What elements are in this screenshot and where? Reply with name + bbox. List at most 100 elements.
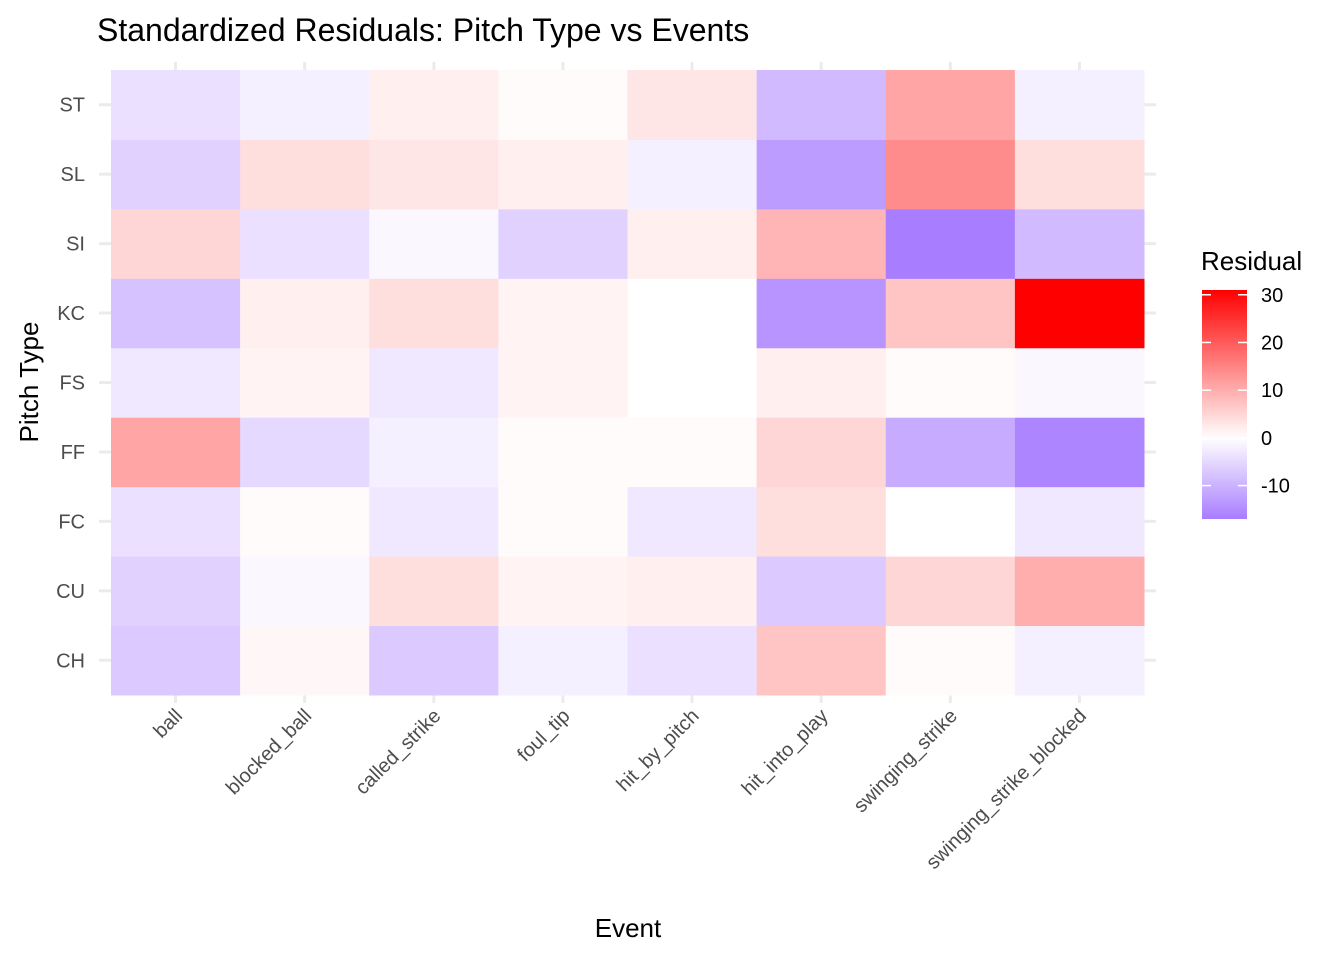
y-tick-label: CU — [56, 581, 85, 603]
heatmap-tile-FC-hit_into_play — [756, 486, 887, 557]
heatmap-tile-CU-hit_by_pitch — [627, 556, 758, 627]
heatmap-tile-CH-foul_tip — [498, 625, 628, 696]
heatmap-tiles — [111, 70, 1145, 696]
x-tick-label: called_strike — [351, 705, 445, 799]
heatmap-tile-FF-blocked_ball — [240, 417, 370, 488]
heatmap-tile-SL-hit_by_pitch — [627, 139, 758, 210]
heatmap-tile-FS-swinging_strike — [885, 347, 1016, 418]
y-tick-label: SL — [61, 164, 85, 186]
heatmap-tile-CU-swinging_strike — [885, 556, 1016, 627]
heatmap-tile-FS-hit_into_play — [756, 347, 887, 418]
heatmap-tile-FS-foul_tip — [498, 347, 628, 418]
heatmap-tile-FC-foul_tip — [498, 486, 628, 557]
heatmap-tile-SI-hit_by_pitch — [627, 208, 758, 279]
heatmap-tile-ST-ball — [111, 70, 241, 140]
legend-tick-label: -10 — [1261, 476, 1290, 498]
heatmap-tile-FF-called_strike — [369, 417, 499, 488]
y-tick-label: FS — [59, 373, 85, 395]
heatmap-tile-SL-blocked_ball — [240, 139, 370, 210]
heatmap-tile-CH-swinging_strike_blocked — [1014, 625, 1145, 696]
heatmap-tile-FF-foul_tip — [498, 417, 628, 488]
x-axis-title: Event — [595, 913, 662, 943]
y-tick-label: FF — [61, 442, 85, 464]
heatmap-tile-KC-foul_tip — [498, 278, 628, 349]
heatmap-tile-CU-blocked_ball — [240, 556, 370, 627]
heatmap-tile-FC-swinging_strike — [885, 486, 1016, 557]
heatmap-tile-FC-ball — [111, 486, 241, 557]
heatmap-tile-FS-called_strike — [369, 347, 499, 418]
legend-colorbar — [1202, 290, 1247, 519]
x-tick-label: ball — [150, 705, 188, 743]
heatmap-tile-FF-hit_into_play — [756, 417, 887, 488]
heatmap-tile-KC-swinging_strike_blocked — [1014, 278, 1145, 349]
heatmap-tile-SL-hit_into_play — [756, 139, 887, 210]
heatmap-tile-ST-hit_by_pitch — [627, 70, 758, 140]
heatmap-tile-FS-blocked_ball — [240, 347, 370, 418]
heatmap-tile-CH-ball — [111, 625, 241, 696]
heatmap-tile-KC-hit_by_pitch — [627, 278, 758, 349]
heatmap-tile-CH-blocked_ball — [240, 625, 370, 696]
x-axis-ticks: ball blocked_ball called_strike foul_tip hit… — [150, 705, 1091, 874]
heatmap-tile-CU-foul_tip — [498, 556, 628, 627]
heatmap-tile-SL-ball — [111, 139, 241, 210]
legend-tick-label: 10 — [1261, 380, 1283, 402]
heatmap-tile-SI-ball — [111, 208, 241, 279]
legend-title: Residual — [1201, 246, 1302, 276]
heatmap-tile-ST-foul_tip — [498, 70, 628, 140]
y-axis-ticks: CH CU FC FF FS KC SI SL ST — [56, 95, 85, 673]
heatmap-tile-FC-called_strike — [369, 486, 499, 557]
legend: Residual 30 20 10 0 -10 — [1201, 246, 1302, 519]
heatmap-tile-SL-foul_tip — [498, 139, 628, 210]
heatmap-tile-KC-swinging_strike — [885, 278, 1016, 349]
y-tick-label: ST — [59, 95, 85, 117]
heatmap-tile-FF-swinging_strike_blocked — [1014, 417, 1145, 488]
legend-tick-label: 20 — [1261, 332, 1283, 354]
legend-tick-label: 0 — [1261, 428, 1272, 450]
heatmap-tile-FC-blocked_ball — [240, 486, 370, 557]
x-tick-label: blocked_ball — [222, 705, 316, 799]
x-tick-label: foul_tip — [513, 705, 574, 766]
heatmap-tile-FS-swinging_strike_blocked — [1014, 347, 1145, 418]
heatmap-tile-SI-swinging_strike — [885, 208, 1016, 279]
heatmap-tile-KC-called_strike — [369, 278, 499, 349]
legend-tick-label: 30 — [1261, 285, 1283, 307]
heatmap-tile-ST-swinging_strike_blocked — [1014, 70, 1145, 140]
heatmap-tile-CH-called_strike — [369, 625, 499, 696]
y-tick-label: FC — [58, 511, 85, 533]
x-tick-label: hit_by_pitch — [613, 705, 704, 796]
heatmap-tile-FF-ball — [111, 417, 241, 488]
y-tick-label: SI — [66, 234, 85, 256]
heatmap-tile-ST-called_strike — [369, 70, 499, 140]
heatmap-tile-SI-called_strike — [369, 208, 499, 279]
heatmap-tile-CU-called_strike — [369, 556, 499, 627]
y-axis-title: Pitch Type — [14, 322, 44, 443]
heatmap-tile-KC-hit_into_play — [756, 278, 887, 349]
heatmap-tile-SL-called_strike — [369, 139, 499, 210]
heatmap-tile-CH-swinging_strike — [885, 625, 1016, 696]
y-tick-label: KC — [57, 303, 85, 325]
heatmap-tile-SI-swinging_strike_blocked — [1014, 208, 1145, 279]
heatmap-tile-SL-swinging_strike — [885, 139, 1016, 210]
heatmap-tile-ST-blocked_ball — [240, 70, 370, 140]
heatmap-tile-SL-swinging_strike_blocked — [1014, 139, 1145, 210]
heatmap-tile-FF-hit_by_pitch — [627, 417, 758, 488]
heatmap-tile-ST-hit_into_play — [756, 70, 887, 140]
heatmap-tile-SI-hit_into_play — [756, 208, 887, 279]
heatmap-tile-FC-swinging_strike_blocked — [1014, 486, 1145, 557]
heatmap-tile-CH-hit_by_pitch — [627, 625, 758, 696]
heatmap-tile-CU-ball — [111, 556, 241, 627]
heatmap-tile-SI-blocked_ball — [240, 208, 370, 279]
heatmap-tile-CU-swinging_strike_blocked — [1014, 556, 1145, 627]
x-tick-label: swinging_strike — [850, 705, 962, 817]
heatmap-tile-CU-hit_into_play — [756, 556, 887, 627]
heatmap-tile-CH-hit_into_play — [756, 625, 887, 696]
x-tick-label: hit_into_play — [738, 705, 833, 800]
chart-title: Standardized Residuals: Pitch Type vs Ev… — [97, 12, 749, 48]
heatmap-tile-ST-swinging_strike — [885, 70, 1016, 140]
heatmap-tile-KC-ball — [111, 278, 241, 349]
heatmap-tile-FC-hit_by_pitch — [627, 486, 758, 557]
heatmap-tile-KC-blocked_ball — [240, 278, 370, 349]
heatmap-tile-SI-foul_tip — [498, 208, 628, 279]
heatmap-tile-FF-swinging_strike — [885, 417, 1016, 488]
